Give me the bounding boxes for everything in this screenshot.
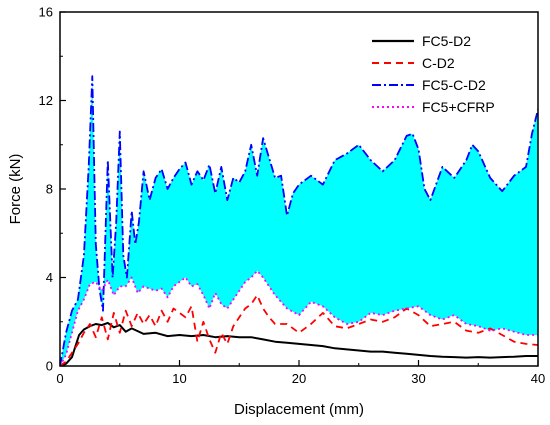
y-axis-label: Force (kN) bbox=[7, 154, 24, 225]
series-line-fc5-cfrp bbox=[60, 270, 538, 366]
legend-label-fc5-cfrp: FC5+CFRP bbox=[422, 99, 495, 115]
series-line-c-d2 bbox=[60, 294, 538, 366]
series-line-fc5-d2 bbox=[60, 321, 538, 366]
legend-label-fc5-d2: FC5-D2 bbox=[422, 33, 471, 49]
legend-label-c-d2: C-D2 bbox=[422, 55, 455, 71]
y-tick-label: 12 bbox=[39, 93, 53, 108]
x-tick-label: 30 bbox=[411, 371, 425, 386]
y-tick-label: 8 bbox=[46, 182, 53, 197]
x-tick-label: 40 bbox=[531, 371, 545, 386]
x-tick-label: 0 bbox=[56, 371, 63, 386]
legend: FC5-D2 C-D2 FC5-C-D2 FC5+CFRP bbox=[372, 33, 495, 115]
series-line-fc5-c-d2 bbox=[60, 75, 538, 366]
shaded-region-layer bbox=[60, 76, 538, 366]
x-tick-label: 20 bbox=[292, 371, 306, 386]
y-tick-label: 4 bbox=[46, 270, 53, 285]
series-layer bbox=[60, 75, 538, 366]
y-tick-label: 0 bbox=[46, 359, 53, 374]
y-tick-label: 16 bbox=[39, 5, 53, 20]
legend-label-fc5-c-d2: FC5-C-D2 bbox=[422, 77, 486, 93]
x-tick-label: 10 bbox=[172, 371, 186, 386]
axis-ticks: 0 10 20 30 40 0 4 8 12 16 bbox=[39, 5, 546, 387]
x-axis-label: Displacement (mm) bbox=[234, 401, 364, 418]
shaded-region bbox=[60, 76, 538, 366]
